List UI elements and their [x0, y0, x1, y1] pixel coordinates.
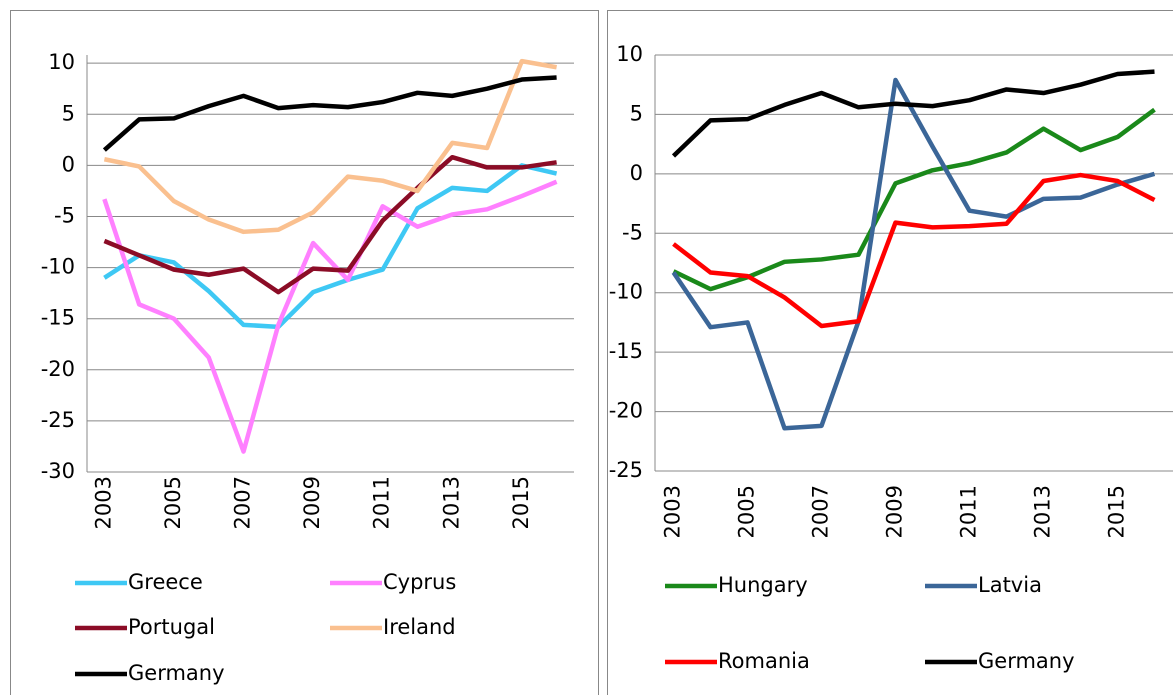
x-tick-label: 2009: [883, 485, 907, 538]
y-tick-label: -5: [54, 203, 75, 227]
x-tick-label: 2003: [91, 476, 115, 529]
x-tick-label: 2007: [809, 485, 833, 538]
x-tick-label: 2005: [161, 476, 185, 529]
x-tick-label: 2015: [509, 476, 533, 529]
x-tick-label: 2009: [300, 476, 324, 529]
legend-label: Hungary: [718, 573, 808, 597]
y-tick-label: -15: [41, 306, 75, 330]
y-tick-label: -20: [609, 399, 643, 423]
legend-label: Latvia: [978, 573, 1042, 597]
y-tick-label: 0: [62, 152, 75, 176]
series-line: [671, 77, 1156, 431]
y-tick-label: -10: [609, 280, 643, 304]
x-tick-label: 2013: [1031, 485, 1055, 538]
series-line: [671, 69, 1155, 158]
legend-label: Germany: [128, 661, 225, 685]
legend-label: Romania: [718, 649, 810, 673]
y-tick-label: 10: [616, 42, 643, 66]
x-tick-label: 2005: [735, 485, 759, 538]
series-line: [103, 154, 557, 295]
x-tick-label: 2015: [1105, 485, 1129, 538]
series-line: [102, 75, 557, 152]
legend-label: Cyprus: [383, 570, 456, 594]
y-tick-label: 5: [62, 101, 75, 125]
series-line: [102, 179, 558, 454]
y-tick-label: 0: [630, 161, 643, 185]
x-tick-label: 2003: [661, 485, 685, 538]
x-tick-label: 2011: [957, 485, 981, 538]
y-tick-label: -25: [41, 408, 75, 432]
legend-label: Portugal: [128, 615, 215, 639]
y-tick-label: -30: [41, 459, 75, 483]
y-tick-label: 10: [48, 50, 75, 74]
series-line: [672, 172, 1156, 329]
panel-frame: [607, 10, 1173, 695]
x-tick-label: 2013: [439, 476, 463, 529]
x-tick-label: 2007: [231, 476, 255, 529]
legend-label: Greece: [128, 570, 203, 594]
y-tick-label: 5: [630, 101, 643, 125]
series-line: [672, 107, 1156, 292]
series-line: [103, 58, 557, 235]
legend-label: Germany: [978, 649, 1075, 673]
panel-frame: [10, 10, 599, 695]
y-tick-label: -15: [609, 339, 643, 363]
y-tick-label: -5: [622, 220, 643, 244]
legend-label: Ireland: [383, 615, 456, 639]
y-tick-label: -10: [41, 255, 75, 279]
x-tick-label: 2011: [370, 476, 394, 529]
y-tick-label: -25: [609, 458, 643, 482]
y-tick-label: -20: [41, 357, 75, 381]
series-line: [103, 163, 558, 330]
